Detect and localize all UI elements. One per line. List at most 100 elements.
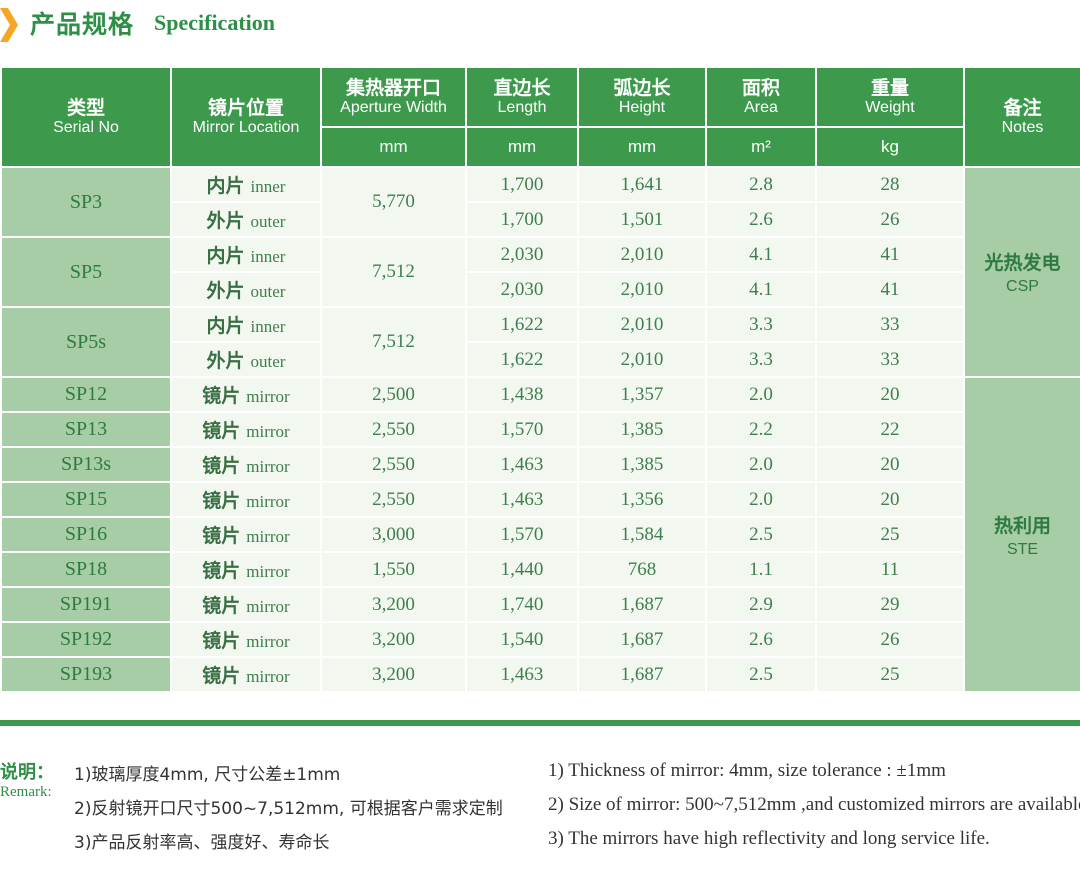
location-en: inner xyxy=(250,317,286,336)
location-zh: 镜片 xyxy=(202,420,241,442)
table-row: SP15 镜片 mirror 2,550 1,463 1,356 2.0 20 xyxy=(0,481,1080,518)
notes-cell: 光热发电 CSP xyxy=(963,166,1080,378)
length-cell: 1,463 xyxy=(465,481,579,518)
mirror-location-cell: 外片 outer xyxy=(170,271,322,308)
remark-zh-1: 1)玻璃厚度4mm, 尺寸公差±1mm xyxy=(74,765,341,785)
height-cell: 2,010 xyxy=(577,341,707,378)
weight-cell: 26 xyxy=(815,621,965,658)
remark-zh-3: 3)产品反射率高、强度好、寿命长 xyxy=(74,833,330,853)
weight-cell: 29 xyxy=(815,586,965,623)
location-en: mirror xyxy=(246,527,290,546)
height-cell: 1,687 xyxy=(577,586,707,623)
length-cell: 2,030 xyxy=(465,236,579,273)
height-cell: 2,010 xyxy=(577,236,707,273)
mirror-location-cell: 镜片 mirror xyxy=(170,656,322,693)
mirror-location-cell: 镜片 mirror xyxy=(170,621,322,658)
unit-aperture: mm xyxy=(320,126,467,168)
aperture-cell: 7,512 xyxy=(320,306,467,378)
table-row: 外片 outer 1,622 2,010 3.3 33 xyxy=(1,341,1080,378)
mirror-location-cell: 镜片 mirror xyxy=(170,446,322,483)
location-zh: 内片 xyxy=(206,175,245,197)
table-row: SP13s 镜片 mirror 2,550 1,463 1,385 2.0 20 xyxy=(0,446,1080,483)
serial-no-cell: SP192 xyxy=(0,621,172,658)
location-en: mirror xyxy=(246,597,290,616)
length-cell: 1,463 xyxy=(465,656,579,693)
area-cell: 3.3 xyxy=(705,306,817,343)
col-header-serial: 类型 Serial No xyxy=(0,66,172,168)
table-row: SP5s 内片 inner 7,512 1,622 2,010 3.3 33 xyxy=(0,306,1080,378)
weight-cell: 22 xyxy=(815,411,965,448)
table-row: SP191 镜片 mirror 3,200 1,740 1,687 2.9 29 xyxy=(0,586,1080,623)
mirror-location-cell: 镜片 mirror xyxy=(170,411,322,448)
spec-table: 类型 Serial No 镜片位置 Mirror Location 集热器开口 … xyxy=(0,66,1080,693)
area-cell: 2.8 xyxy=(705,166,817,203)
col-header-height: 弧边长 Height xyxy=(577,66,707,128)
height-cell: 768 xyxy=(577,551,707,588)
length-cell: 1,540 xyxy=(465,621,579,658)
remark-zh-2: 2)反射镜开口尺寸500~7,512mm, 可根据客户需求定制 xyxy=(74,799,503,819)
weight-cell: 28 xyxy=(815,166,965,203)
area-cell: 2.0 xyxy=(705,446,817,483)
area-cell: 2.5 xyxy=(705,656,817,693)
col-header-aperture: 集热器开口 Aperture Width xyxy=(320,66,467,128)
table-row: SP5 内片 inner 7,512 2,030 2,010 4.1 41 xyxy=(0,236,1080,308)
location-en: outer xyxy=(250,352,286,371)
weight-cell: 41 xyxy=(815,236,965,273)
length-cell: 1,622 xyxy=(465,341,579,378)
height-cell: 1,357 xyxy=(577,376,707,413)
weight-cell: 20 xyxy=(815,446,965,483)
length-cell: 1,438 xyxy=(465,376,579,413)
remark-en-2: 2) Size of mirror: 500~7,512mm ,and cust… xyxy=(548,794,1080,815)
location-en: mirror xyxy=(246,562,290,581)
location-en: mirror xyxy=(246,492,290,511)
area-cell: 2.0 xyxy=(705,376,817,413)
location-zh: 镜片 xyxy=(202,665,241,687)
location-zh: 内片 xyxy=(206,245,245,267)
mirror-location-cell: 镜片 mirror xyxy=(170,551,322,588)
serial-no-cell: SP15 xyxy=(0,481,172,518)
location-zh: 镜片 xyxy=(202,595,241,617)
aperture-cell: 2,500 xyxy=(320,376,467,413)
serial-no-cell: SP193 xyxy=(0,656,172,693)
col-header-length: 直边长 Length xyxy=(465,66,579,128)
table-unit-row: mm mm mm m² kg xyxy=(1,126,1080,168)
aperture-cell: 3,200 xyxy=(320,656,467,693)
location-zh: 外片 xyxy=(206,350,245,372)
mirror-location-cell: 内片 inner xyxy=(170,166,322,203)
col-header-location: 镜片位置 Mirror Location xyxy=(170,66,322,168)
height-cell: 1,385 xyxy=(577,446,707,483)
mirror-location-cell: 外片 outer xyxy=(170,201,322,238)
serial-no-cell: SP13 xyxy=(0,411,172,448)
location-en: outer xyxy=(250,282,286,301)
location-zh: 内片 xyxy=(206,315,245,337)
height-cell: 1,687 xyxy=(577,656,707,693)
location-zh: 外片 xyxy=(206,280,245,302)
area-cell: 2.6 xyxy=(705,201,817,238)
location-zh: 镜片 xyxy=(202,455,241,477)
length-cell: 1,463 xyxy=(465,446,579,483)
notes-zh: 光热发电 xyxy=(984,252,1061,274)
weight-cell: 33 xyxy=(815,306,965,343)
location-zh: 镜片 xyxy=(202,630,241,652)
table-row: SP13 镜片 mirror 2,550 1,570 1,385 2.2 22 xyxy=(0,411,1080,448)
area-cell: 2.0 xyxy=(705,481,817,518)
table-row: 外片 outer 1,700 1,501 2.6 26 xyxy=(1,201,1080,238)
col-header-notes: 备注 Notes xyxy=(963,66,1080,168)
remark-label-en: Remark: xyxy=(0,784,52,800)
mirror-location-cell: 内片 inner xyxy=(170,306,322,343)
length-cell: 1,622 xyxy=(465,306,579,343)
aperture-cell: 2,550 xyxy=(320,481,467,518)
section-header: 产品规格 Specification xyxy=(0,0,1080,52)
location-zh: 镜片 xyxy=(202,560,241,582)
col-header-area: 面积 Area xyxy=(705,66,817,128)
serial-no-cell: SP18 xyxy=(0,551,172,588)
section-title-en: Specification xyxy=(154,10,275,35)
location-en: mirror xyxy=(246,457,290,476)
table-row: SP3 内片 inner 5,770 1,700 1,641 2.8 28 光热发电 CSP xyxy=(0,166,1080,378)
height-cell: 1,641 xyxy=(577,166,707,203)
notes-cell: 热利用 STE xyxy=(963,376,1080,693)
chevron-right-icon xyxy=(0,8,18,42)
serial-no-cell: SP191 xyxy=(0,586,172,623)
table-body: SP3 内片 inner 5,770 1,700 1,641 2.8 28 光热发电 CSP 外片 o… xyxy=(0,166,1080,693)
height-cell: 2,010 xyxy=(577,271,707,308)
